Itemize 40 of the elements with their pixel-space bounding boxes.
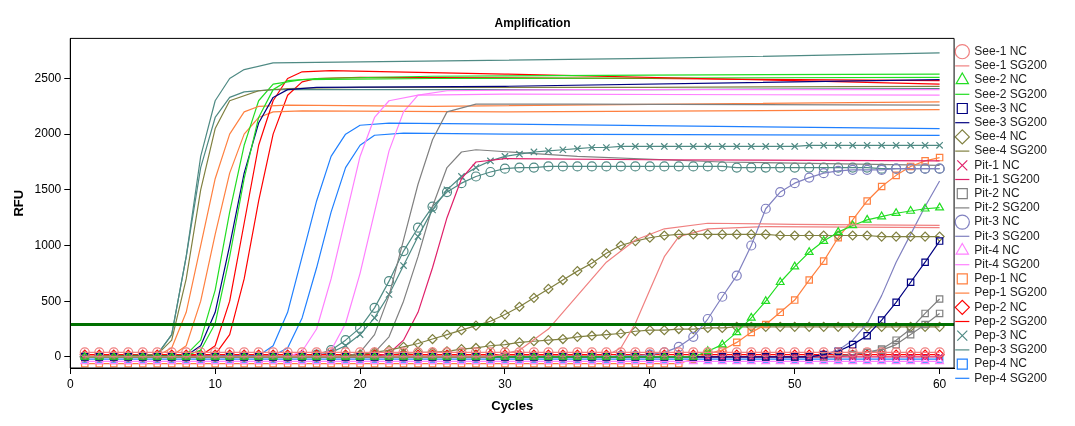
- x-tick-label: 20: [353, 376, 368, 391]
- legend-label: Pit-4 SG200: [974, 257, 1040, 272]
- legend-label: See-2 NC: [974, 72, 1028, 87]
- legend-label: Pit-2 SG200: [974, 200, 1040, 215]
- x-tick-label: 60: [932, 376, 947, 391]
- legend-label: Pit-4 NC: [974, 242, 1020, 257]
- legend-label: See-3 SG200: [974, 115, 1048, 130]
- y-axis-title: RFU: [11, 189, 27, 217]
- legend-label: See-4 SG200: [974, 143, 1048, 158]
- x-tick-label: 10: [208, 376, 223, 391]
- legend-label: Pep-1 NC: [974, 271, 1028, 286]
- y-tick-label: 2500: [34, 70, 62, 85]
- chart-title: Amplification: [494, 15, 571, 30]
- legend-label: Pit-1 SG200: [974, 171, 1040, 186]
- legend-label: Pit-2 NC: [974, 186, 1020, 201]
- legend-label: Pep-2 NC: [974, 299, 1028, 314]
- legend-label: Pit-1 NC: [974, 157, 1020, 172]
- legend-label: See-1 SG200: [974, 58, 1048, 73]
- legend-label: See-4 NC: [974, 129, 1028, 144]
- x-tick-label: 0: [66, 376, 74, 391]
- y-tick-label: 1500: [34, 182, 62, 197]
- x-tick-label: 50: [788, 376, 802, 391]
- legend-label: Pit-3 SG200: [974, 228, 1040, 243]
- y-tick-label: 1000: [34, 237, 62, 252]
- y-tick-label: 500: [41, 293, 62, 308]
- legend-label: Pep-1 SG200: [974, 285, 1048, 300]
- legend-label: Pep-4 NC: [974, 356, 1028, 371]
- y-tick-label: 2000: [34, 126, 62, 141]
- legend-label: Pit-3 NC: [974, 214, 1020, 229]
- legend-label: Pep-3 SG200: [974, 342, 1048, 357]
- legend-label: Pep-2 SG200: [974, 313, 1048, 328]
- y-tick-label: 0: [54, 349, 62, 364]
- legend-label: See-2 SG200: [974, 86, 1048, 101]
- x-tick-label: 40: [643, 376, 657, 391]
- legend-label: See-1 NC: [974, 44, 1028, 59]
- x-tick-label: 30: [498, 376, 512, 391]
- legend-label: Pep-4 SG200: [974, 370, 1048, 385]
- legend-label: See-3 NC: [974, 100, 1028, 115]
- legend-label: Pep-3 NC: [974, 328, 1028, 343]
- x-axis-title: Cycles: [491, 397, 534, 413]
